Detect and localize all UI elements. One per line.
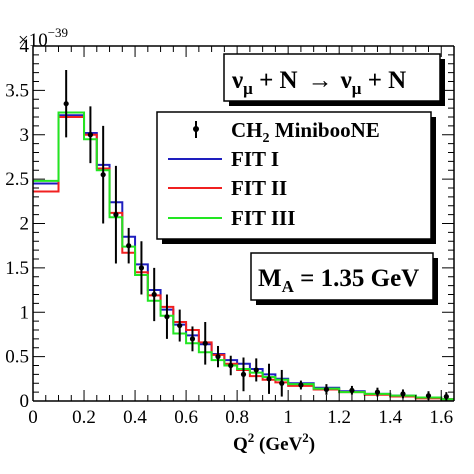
data-point (240, 371, 247, 377)
y-tick-label: 4 (20, 36, 30, 57)
mass-box: MA = 1.35 GeV (250, 252, 438, 305)
reaction-arrow: → (308, 67, 333, 94)
data-point (177, 322, 183, 329)
legend-data-label-sub: 2 (263, 131, 270, 146)
x-tick-label: 0.8 (225, 407, 249, 428)
data-point (202, 340, 208, 346)
legend-data-label-base: CH (231, 118, 263, 142)
reaction-box-frame (223, 53, 441, 102)
data-point (349, 387, 355, 393)
mass-m: M (258, 265, 282, 292)
legend-data-label-rest: MinibooNE (270, 118, 380, 142)
data-point (63, 101, 69, 107)
x-tick-label: 0.2 (72, 407, 96, 428)
x-axis-title-sup2: 2 (302, 430, 309, 445)
reaction-mu2: μ (352, 79, 362, 98)
reaction-plus-n: + N (253, 67, 298, 94)
y-tick-label: 0.5 (5, 347, 29, 368)
mass-rest: = 1.35 GeV (294, 265, 419, 292)
data-point (228, 362, 234, 369)
reaction-mu: μ (243, 79, 253, 98)
data-point (87, 132, 94, 138)
y-exponent-power: −39 (48, 25, 68, 40)
legend-entry-fit-ii: FIT II (168, 176, 287, 200)
data-point (443, 393, 449, 400)
data-point (279, 380, 285, 386)
mass-sub: A (282, 277, 295, 296)
data-point (400, 391, 406, 397)
legend-entry-fit-i: FIT I (168, 147, 279, 171)
x-tick-label: 0 (28, 407, 38, 428)
y-tick-label: 1.5 (5, 258, 29, 279)
x-axis-title-sup: 2 (248, 430, 255, 445)
reaction-nu2: ν (340, 67, 352, 94)
x-axis-title-rest: (GeV (254, 434, 302, 455)
x-tick-label: 1 (283, 407, 293, 428)
legend-data-marker (193, 126, 199, 132)
legend-entry-data: CH2 MinibooNE (193, 118, 380, 146)
data-points-layer (63, 69, 449, 401)
data-point (100, 172, 106, 178)
legend-fit-i-label: FIT I (231, 147, 279, 171)
legend: CH2 MinibooNE FIT I FIT II FIT III (156, 111, 436, 244)
y-tick-label: 0 (20, 391, 30, 412)
x-tick-label: 1.6 (429, 407, 453, 428)
legend-data-label: CH2 MinibooNE (231, 118, 380, 146)
x-tick-label: 1.2 (327, 407, 351, 428)
data-point (189, 336, 196, 342)
data-point (253, 367, 259, 373)
y-tick-label: 2.5 (5, 169, 29, 190)
data-point (266, 376, 272, 382)
legend-fit-ii-label: FIT II (231, 176, 287, 200)
x-tick-label: 1.4 (378, 407, 402, 428)
data-point (164, 314, 170, 320)
y-tick-label: 2 (20, 214, 30, 235)
data-point (374, 389, 381, 395)
reaction-nu: ν (231, 67, 243, 94)
data-point (151, 291, 157, 298)
data-point (126, 243, 132, 249)
legend-entry-fit-iii: FIT III (168, 206, 295, 230)
data-point (138, 265, 145, 271)
x-tick-label: 0.4 (123, 407, 147, 428)
y-tick-label: 3 (20, 125, 30, 146)
reaction-box: νμ + N → νμ + N (223, 53, 445, 106)
axes-layer: 0 0.2 0.4 0.6 0.8 1 1.2 1.4 1.6 0 0.5 1 1.5 2 2.5 3 3.5 4 (5, 36, 455, 428)
y-tick-label: 3.5 (5, 80, 29, 101)
legend-fit-iii-label: FIT III (231, 206, 295, 230)
data-point (215, 354, 221, 360)
mass-text: MA = 1.35 GeV (258, 265, 419, 296)
y-tick-label: 1 (20, 302, 30, 323)
reaction-text: νμ + N → νμ + N (231, 67, 406, 98)
data-point (298, 382, 304, 388)
data-point (113, 212, 119, 218)
data-point (323, 386, 330, 393)
reaction-plus-n2: + N (361, 67, 406, 94)
x-axis-title-end: ) (309, 434, 315, 455)
x-axis-title: Q2 (GeV2) (233, 430, 315, 455)
x-tick-label: 0.6 (174, 407, 198, 428)
x-axis-title-base: Q (233, 434, 248, 455)
mass-box-frame (250, 252, 434, 301)
